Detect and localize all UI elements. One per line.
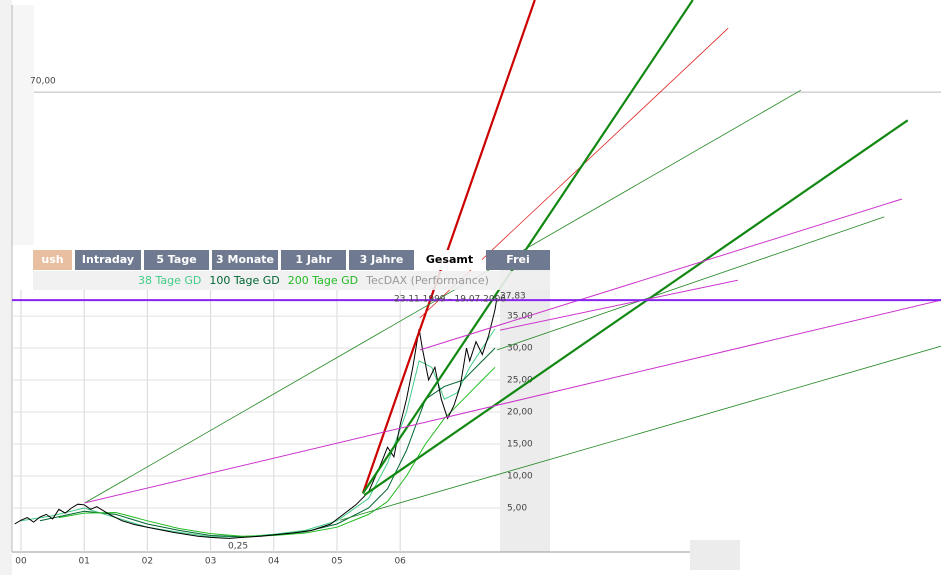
y-tick-label: 70,00	[30, 77, 56, 87]
tab[interactable]	[281, 250, 346, 270]
tab[interactable]	[144, 250, 209, 270]
tab[interactable]	[349, 250, 414, 270]
tab[interactable]	[75, 250, 141, 270]
left-axis-panel	[12, 5, 34, 245]
x-tick-label: 01	[78, 557, 89, 567]
tab-label[interactable]: ush	[41, 253, 63, 266]
x-tick-label: 03	[205, 557, 216, 567]
trend-line	[84, 299, 941, 504]
x-tick-label: 06	[394, 557, 406, 567]
trend-line	[419, 198, 903, 351]
tab[interactable]	[417, 250, 482, 270]
tab-label[interactable]: Intraday	[82, 253, 134, 266]
y-tick-label: 25,00	[507, 376, 533, 386]
tab-label[interactable]: 3 Jahre	[360, 253, 404, 266]
legend-bar	[33, 271, 550, 290]
y-tick-label: 35,00	[507, 312, 533, 322]
y-tick-label: 20,00	[507, 408, 533, 418]
x-tick-label: 04	[268, 557, 280, 567]
series-line	[58, 366, 496, 537]
trend-line	[363, 119, 909, 497]
tab[interactable]	[33, 250, 72, 270]
series-line	[39, 347, 496, 538]
tab-label[interactable]: Frei	[506, 253, 529, 266]
legend-entry: 100 Tage GD	[209, 274, 279, 287]
tab[interactable]	[486, 250, 550, 270]
trend-line	[361, 0, 536, 494]
tab-label[interactable]: 3 Monate	[216, 253, 274, 266]
trend-line	[496, 216, 885, 351]
y-tick-label: 30,00	[507, 344, 533, 354]
trend-line	[499, 279, 738, 331]
x-tick-label: 00	[15, 557, 27, 567]
tab-label[interactable]: 1 Jahr	[295, 253, 332, 266]
grid: 00 01 02 03 04 05 06 5,00 10,00 15,00 20,00 25,00 30…	[11, 5, 941, 567]
x-tick-label: 05	[331, 557, 342, 567]
corner-box	[690, 540, 740, 570]
tab-label[interactable]: Gesamt	[426, 253, 473, 266]
trend-line	[84, 89, 802, 504]
x-tick-label: 02	[142, 557, 153, 567]
y-tick-label: 15,00	[507, 440, 533, 450]
annotation: 23.11.1999 - 19.07.2006	[394, 295, 506, 305]
legend-entry: 200 Tage GD	[288, 274, 358, 287]
legend-entry: 38 Tage GD	[138, 274, 201, 287]
toolbar: ush Intraday 5 Tage 3 Monate 1 Jahr 3 Jahre Ge…	[33, 250, 550, 290]
legend-entry: TecDAX (Performance)	[365, 274, 489, 287]
annotation: 37,83	[500, 292, 526, 302]
trend-line	[339, 345, 941, 521]
tab-label[interactable]: 5 Tage	[156, 253, 196, 266]
series-line	[14, 297, 498, 539]
trend-line	[361, 0, 694, 494]
series-line	[20, 328, 496, 538]
y-tick-label: 5,00	[507, 504, 527, 514]
y-tick-label: 10,00	[507, 472, 533, 482]
tab[interactable]	[212, 250, 278, 270]
left-margin	[0, 0, 12, 575]
annotation: 0,25	[228, 542, 248, 552]
